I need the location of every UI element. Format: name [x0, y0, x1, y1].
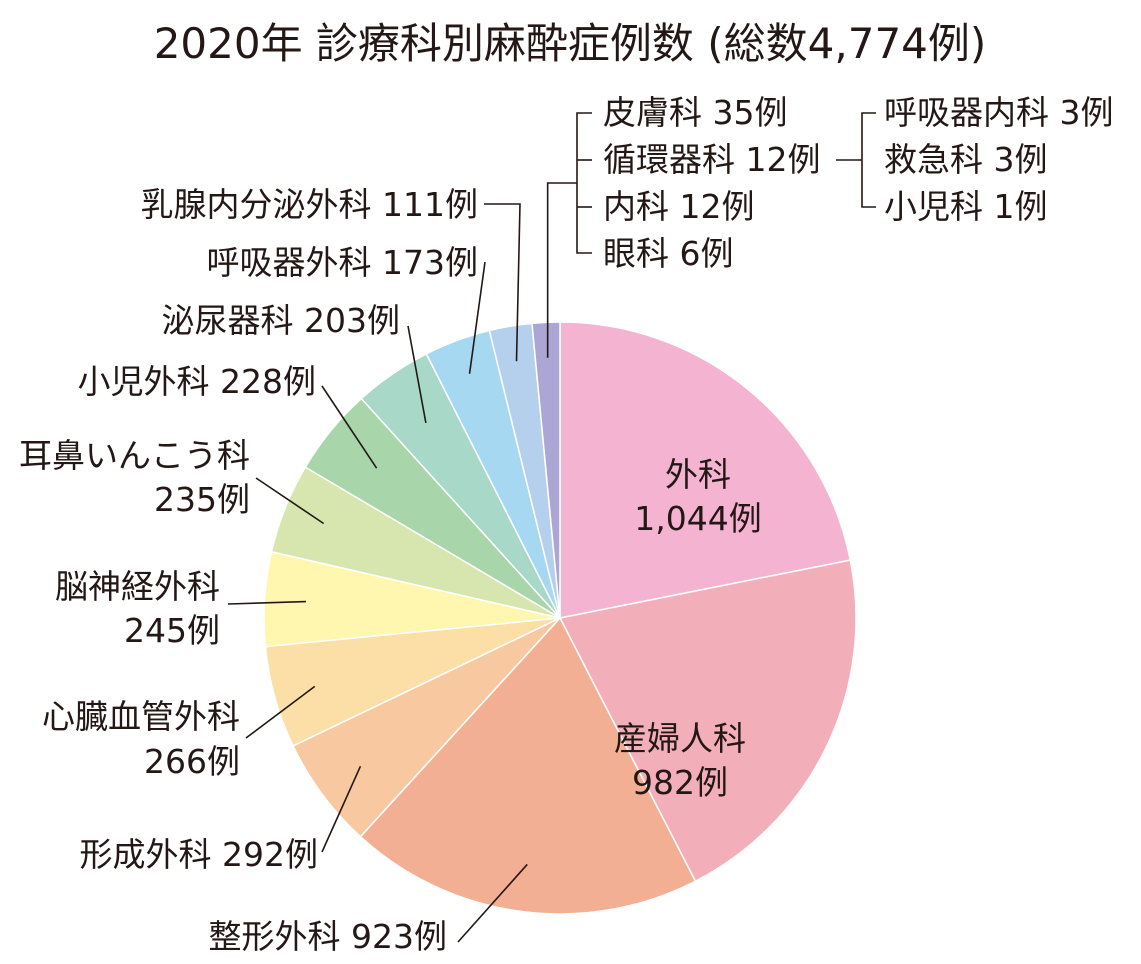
leader-shounigeka: [321, 385, 378, 469]
label-ganka: 眼科 6例: [603, 234, 734, 273]
label-kyuukyuu: 救急科 3例: [884, 140, 1048, 179]
value-sanfujinka: 982例: [632, 763, 728, 802]
value-jibi: 235例: [154, 480, 250, 519]
label-shounigeka: 小児外科 228例: [78, 362, 316, 401]
label-nyusen: 乳腺内分泌外科 111例: [141, 185, 478, 224]
leader-seikei: [457, 863, 528, 943]
label-hifuka: 皮膚科 35例: [603, 93, 787, 132]
bracket-group-2: [861, 112, 876, 208]
value-shinzou: 266例: [144, 742, 240, 781]
label-shounika: 小児科 1例: [884, 187, 1048, 226]
chart-title: 2020年 診療科別麻酔症例数 (総数4,774例): [154, 19, 987, 68]
leader-lines: [227, 112, 876, 943]
label-noushinkei: 脳神経外科: [55, 567, 220, 606]
pie-slices: [263, 321, 857, 915]
label-sanfujinka: 産婦人科: [614, 719, 746, 758]
label-kokyuukinaika: 呼吸器内科 3例: [884, 93, 1114, 132]
value-noushinkei: 245例: [124, 611, 220, 650]
label-seikei: 整形外科 923例: [209, 917, 447, 956]
leader-other: [546, 182, 577, 358]
label-jibi: 耳鼻いんこう科: [19, 436, 250, 475]
pie-slice-12: [531, 321, 561, 619]
bracket-group-1: [576, 112, 592, 254]
pie-slice-2: [558, 559, 857, 883]
leader-noushinkei: [227, 600, 306, 605]
label-junkanki: 循環器科 12例: [603, 140, 820, 179]
label-geka: 外科: [665, 455, 731, 494]
leader-nyusen: [484, 203, 521, 362]
leader-shinzou: [245, 685, 316, 739]
leader-kokyuukigeka: [468, 261, 486, 374]
label-shinzou: 心臓血管外科: [42, 697, 240, 736]
label-kokyuukigeka: 呼吸器外科 173例: [207, 243, 478, 282]
leader-jibi: [255, 477, 325, 525]
pie-slice-1: [559, 321, 852, 619]
leader-keisei: [321, 765, 362, 853]
label-naika: 内科 12例: [603, 187, 754, 226]
leader-hinyouki: [407, 325, 427, 423]
label-hinyouki: 泌尿器科 203例: [162, 301, 400, 340]
pie-slice-3: [359, 616, 697, 915]
label-keisei: 形成外科 292例: [80, 835, 318, 874]
value-geka: 1,044例: [634, 499, 761, 538]
